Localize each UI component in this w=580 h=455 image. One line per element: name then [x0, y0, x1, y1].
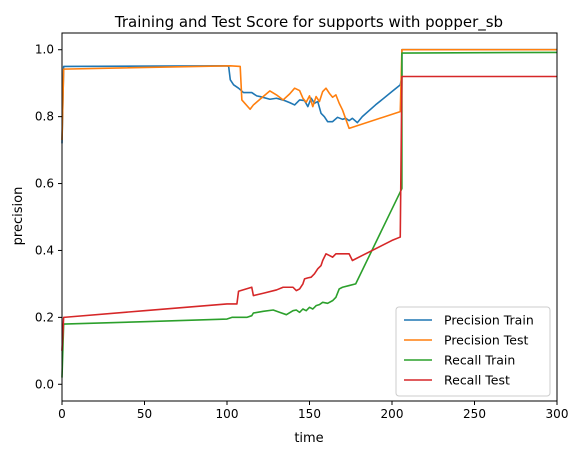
legend-label: Recall Train [444, 353, 515, 368]
series-line-1 [61, 48, 557, 144]
y-tick-label: 0.0 [35, 377, 54, 391]
x-tick-label: 0 [58, 407, 66, 421]
x-tick-label: 100 [216, 407, 239, 421]
x-tick-label: 200 [381, 407, 404, 421]
x-tick-label: 50 [137, 407, 152, 421]
x-axis-label: time [294, 431, 323, 446]
series-line-2 [61, 48, 557, 141]
axis-ticks: 0 50 100 150 200 250 300 0.0 0.2 0.4 0.6 0.8 1.0 [35, 43, 569, 421]
series-line-4 [61, 75, 557, 351]
legend-label: Recall Test [444, 373, 510, 388]
y-tick-label: 0.2 [35, 310, 54, 324]
y-axis-label: precision [11, 187, 26, 246]
y-tick-label: 1.0 [35, 43, 54, 57]
legend-label: Precision Test [444, 333, 528, 348]
y-tick-label: 0.4 [35, 243, 54, 257]
x-tick-label: 250 [463, 407, 486, 421]
x-tick-label: 300 [546, 407, 569, 421]
legend-box [395, 306, 551, 397]
chart-title: Training and Test Score for supports wit… [114, 13, 503, 32]
series-line-3 [61, 51, 558, 378]
y-tick-label: 0.8 [35, 110, 54, 124]
legend-label: Precision Train [444, 313, 534, 328]
legend: Precision Train Precision Test Recall Trai… [395, 306, 551, 397]
y-tick-label: 0.6 [35, 177, 54, 191]
x-tick-label: 150 [298, 407, 321, 421]
